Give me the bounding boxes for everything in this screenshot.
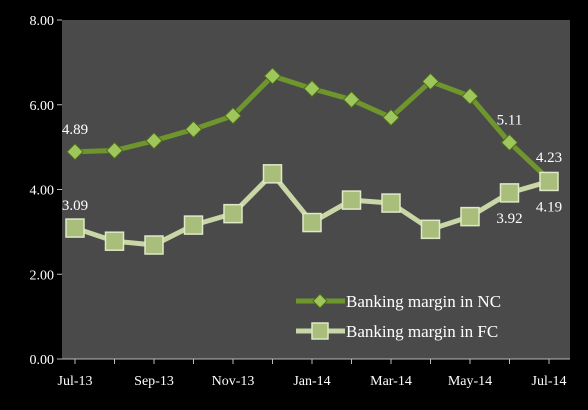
data-label: 4.89 [62,122,88,138]
data-point [499,183,520,203]
x-axis: Jul-13 Sep-13 Nov-13 Jan-14 Mar-14 May-14 Jul-… [58,358,570,389]
data-point [184,120,203,139]
data-point [262,164,283,184]
data-point [224,107,242,125]
data-point [342,90,361,109]
data-point [420,219,441,240]
legend-item: Banking margin in FC [296,322,498,341]
data-point [263,67,282,85]
data-point [65,218,85,238]
data-point [303,79,321,98]
data-point [460,206,480,227]
data-label: 5.11 [497,112,523,128]
series-layer [65,67,559,255]
x-tick-label: Nov-13 [212,374,255,389]
data-label: 4.19 [536,199,562,215]
data-point [341,190,362,210]
legend-label: Banking margin in FC [346,322,498,341]
y-tick-label: 6.00 [30,99,55,114]
y-axis: 0.00 2.00 4.00 6.00 8.00 [30,14,62,368]
legend-marker [311,322,329,340]
data-point [500,133,519,152]
legend: Banking margin in NC Banking margin in FC [296,292,501,341]
data-point [183,215,204,235]
data-point [104,231,125,251]
x-tick-label: May-14 [448,374,492,389]
data-label: 4.23 [536,150,562,166]
data-point [539,171,559,192]
legend-label: Banking margin in NC [346,292,501,311]
y-tick-label: 4.00 [30,184,55,199]
data-point [302,212,322,233]
x-tick-label: Mar-14 [370,374,412,389]
series-fc [65,164,559,255]
data-point [381,193,401,213]
data-label: 3.09 [62,198,88,214]
data-point [461,87,479,105]
data-label: 3.92 [496,211,522,227]
y-tick-label: 8.00 [30,14,55,29]
legend-marker [312,293,328,309]
data-labels: 4.89 5.11 4.23 3.09 3.92 4.19 [62,112,562,226]
data-point [105,141,124,160]
x-tick-label: Jan-14 [293,374,330,389]
data-point [382,108,400,127]
x-tick-label: Jul-13 [58,374,93,389]
data-point [66,143,84,161]
y-tick-label: 0.00 [30,353,55,368]
data-point [145,132,163,150]
data-point [144,235,164,255]
x-tick-label: Jul-14 [532,374,567,389]
y-tick-label: 2.00 [30,268,55,283]
data-point [223,203,243,224]
legend-item: Banking margin in NC [296,292,501,311]
x-tick-label: Sep-13 [134,374,174,389]
data-point [421,72,440,91]
